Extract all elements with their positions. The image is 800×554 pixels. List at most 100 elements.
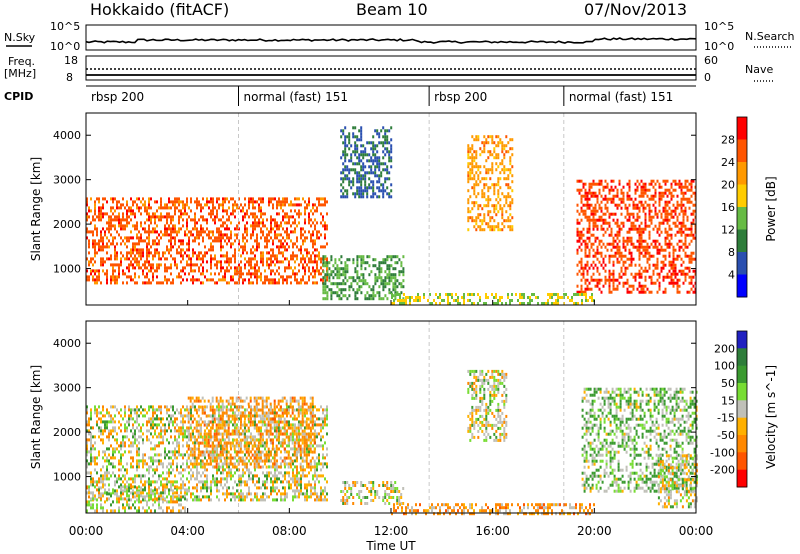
echo-cell: [160, 408, 162, 412]
echo-cell: [372, 150, 375, 154]
echo-cell: [160, 483, 162, 487]
echo-cell: [642, 284, 645, 288]
echo-cell: [612, 218, 615, 222]
echo-cell: [388, 192, 391, 196]
echo-cell: [360, 153, 363, 157]
echo-cell: [112, 206, 114, 210]
echo-cell: [146, 245, 148, 249]
echo-cell: [118, 215, 120, 219]
echo-cell: [122, 480, 124, 484]
echo-cell: [346, 270, 349, 274]
echo-cell: [212, 414, 214, 418]
echo-cell: [688, 182, 691, 186]
echo-cell: [124, 429, 126, 433]
echo-cell: [656, 179, 659, 183]
echo-cell: [684, 275, 687, 279]
echo-cell: [358, 288, 361, 292]
echo-cell: [176, 429, 178, 433]
echo-cell: [511, 165, 514, 169]
echo-cell: [182, 414, 184, 418]
echo-cell: [184, 408, 186, 412]
echo-cell: [260, 278, 262, 282]
echo-cell: [503, 204, 506, 208]
echo-cell: [158, 206, 160, 210]
echo-cell: [102, 492, 104, 496]
echo-cell: [362, 255, 365, 259]
echo-cell: [382, 162, 385, 166]
echo-cell: [682, 194, 685, 198]
echo-cell: [262, 230, 264, 234]
echo-cell: [150, 465, 152, 469]
echo-cell: [188, 438, 190, 442]
echo-cell: [174, 239, 176, 243]
echo-cell: [674, 266, 677, 270]
echo-cell: [453, 299, 455, 302]
echo-cell: [118, 495, 120, 499]
echo-cell: [102, 429, 104, 433]
echo-cell: [106, 257, 108, 261]
echo-cell: [136, 260, 138, 264]
echo-cell: [124, 441, 126, 445]
echo-cell: [134, 495, 136, 499]
echo-cell: [320, 221, 322, 225]
echo-cell: [372, 159, 375, 163]
echo-cell: [596, 209, 599, 213]
echo-cell: [114, 450, 116, 454]
echo-cell: [477, 174, 480, 178]
echo-cell: [475, 219, 478, 223]
echo-cell: [344, 273, 347, 277]
echo-cell: [628, 239, 631, 243]
echo-cell: [493, 186, 496, 190]
echo-cell: [680, 188, 683, 192]
echo-cell: [226, 251, 228, 255]
echo-cell: [130, 209, 132, 213]
echo-cell: [501, 168, 504, 172]
echo-cell: [580, 218, 583, 222]
echo-cell: [612, 197, 615, 201]
echo-cell: [600, 179, 603, 183]
echo-cell: [290, 209, 292, 213]
echo-cell: [168, 450, 170, 454]
echo-cell: [88, 242, 90, 246]
echo-cell: [252, 203, 254, 207]
echo-cell: [286, 275, 288, 279]
echo-cell: [164, 266, 166, 270]
echo-cell: [158, 215, 160, 219]
echo-cell: [274, 218, 276, 222]
echo-cell: [178, 453, 180, 457]
echo-cell: [254, 224, 256, 228]
echo-cell: [158, 459, 160, 463]
echo-cell: [150, 281, 152, 285]
echo-cell: [668, 191, 671, 195]
echo-cell: [218, 230, 220, 234]
echo-cell: [658, 227, 661, 231]
echo-cell: [266, 218, 268, 222]
echo-cell: [118, 200, 120, 204]
echo-cell: [445, 293, 447, 296]
echo-cell: [140, 236, 142, 240]
echo-cell: [384, 168, 387, 172]
echo-cell: [485, 204, 488, 208]
echo-cell: [248, 486, 250, 490]
echo-cell: [664, 215, 667, 219]
echo-cell: [102, 477, 104, 481]
echo-cell: [208, 456, 210, 460]
echo-cell: [134, 248, 136, 252]
echo-cell: [638, 284, 641, 288]
echo-cell: [196, 474, 198, 478]
echo-cell: [616, 236, 619, 240]
echo-cell: [344, 153, 347, 157]
echo-cell: [94, 203, 96, 207]
echo-cell: [362, 174, 365, 178]
echo-cell: [600, 206, 603, 210]
colorbar-swatch: [737, 139, 747, 163]
echo-cell: [206, 221, 208, 225]
echo-cell: [180, 408, 182, 412]
echo-cell: [384, 132, 387, 136]
echo-cell: [628, 179, 631, 183]
echo-cell: [186, 200, 188, 204]
echo-cell: [200, 251, 202, 255]
echo-cell: [118, 444, 120, 448]
echo-cell: [232, 486, 234, 490]
